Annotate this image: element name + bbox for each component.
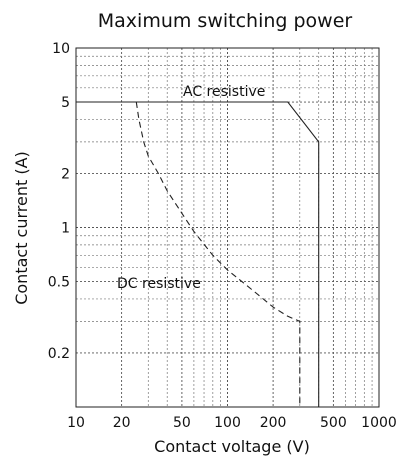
x-tick-label: 50 xyxy=(173,415,191,431)
series-layer xyxy=(76,101,320,407)
y-axis-label: Contact current (A) xyxy=(12,151,31,305)
x-tick-label: 1000 xyxy=(361,415,397,431)
x-tick-label: 20 xyxy=(113,415,131,431)
y-tick-label: 10 xyxy=(52,41,70,57)
x-tick-label: 500 xyxy=(320,415,347,431)
y-tick-label: 0.2 xyxy=(48,346,70,362)
y-tick-label: 0.5 xyxy=(48,275,70,291)
x-tick-label: 200 xyxy=(260,415,287,431)
x-tick-label: 100 xyxy=(214,415,241,431)
plot-frame xyxy=(75,47,380,408)
y-tick-label: 5 xyxy=(61,95,70,111)
chart-title: Maximum switching power xyxy=(98,10,353,32)
series-label-ac-resistive: AC resistive xyxy=(183,84,265,100)
grid xyxy=(76,48,379,407)
y-tick-label: 2 xyxy=(61,166,70,182)
tick-labels: 10 20 50 100 200 500 1000 0.2 0.5 1 2 5 10 xyxy=(48,41,397,431)
x-tick-label: 10 xyxy=(67,415,85,431)
series-line-ac-resistive xyxy=(76,101,320,407)
x-axis-label: Contact voltage (V) xyxy=(154,437,310,456)
series-label-dc-resistive: DC resistive xyxy=(117,276,201,292)
series-line-dc-resistive xyxy=(135,101,301,407)
y-tick-label: 1 xyxy=(61,221,70,237)
